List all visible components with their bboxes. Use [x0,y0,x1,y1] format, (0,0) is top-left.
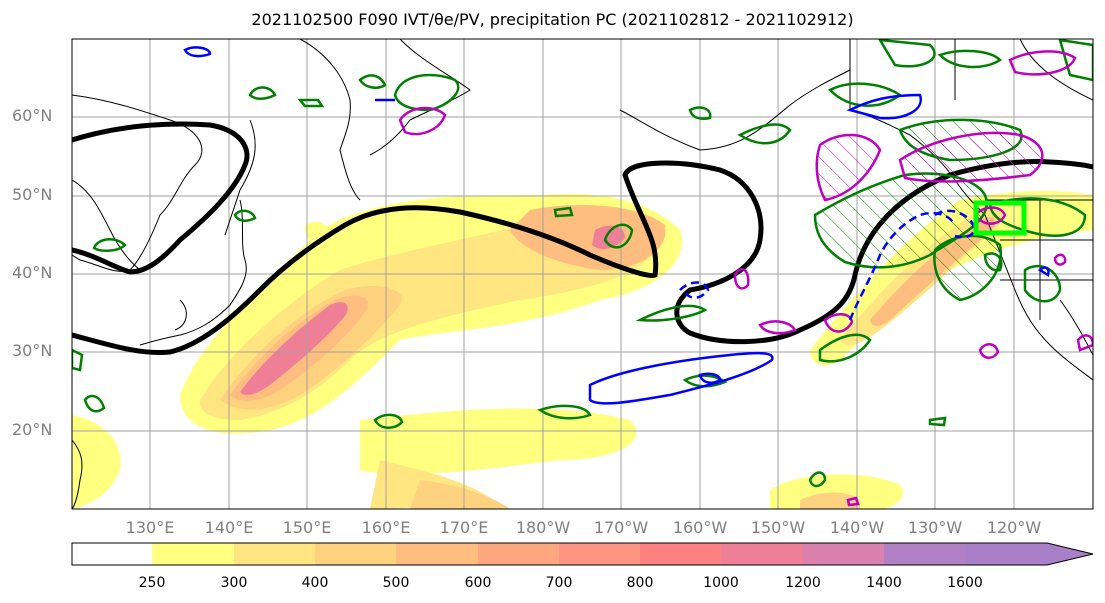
lon-label: 150°E [282,518,332,537]
colorbar-tick: 800 [626,575,654,591]
lon-label: 140°W [829,518,885,537]
cb-seg-4 [396,543,478,565]
cb-seg-0 [72,543,152,565]
colorbar-tick: 600 [464,575,492,591]
cb-extend-arrow [965,543,1093,565]
cb-seg-2 [234,543,315,565]
graticule [72,39,1093,509]
lon-label: 180°W [515,518,571,537]
cb-seg-6 [559,543,640,565]
ivt-se2 [800,492,860,509]
colorbar-tick: 1200 [785,575,821,591]
ivt-band-central [510,205,666,270]
colorbar-tick: 400 [301,575,329,591]
lat-label: 60°N [12,106,53,125]
ivt-core-w [240,302,348,396]
colorbar-tick: 1600 [947,575,983,591]
ivt-core-c [592,225,625,250]
lon-label: 130°W [907,518,963,537]
lat-label: 20°N [12,420,53,439]
lon-label: 150°W [750,518,806,537]
ivt-south3 [410,480,510,509]
cb-seg-10 [884,543,965,565]
ivt-sw [72,415,121,509]
lat-label: 30°N [12,341,53,360]
colorbar-tick: 1000 [703,575,739,591]
figure-title: 2021102500 F090 IVT/θe/PV, precipitation… [251,10,854,29]
pv-blue-contours [183,46,1050,405]
colorbar-tick: 250 [138,575,166,591]
lon-label: 170°E [439,518,489,537]
lon-label: 170°W [593,518,649,537]
cb-outline [71,542,1094,566]
lon-label: 160°E [361,518,411,537]
cb-seg-8 [721,543,803,565]
colorbar-tick: 300 [220,575,248,591]
colorbar-tick: 700 [545,575,573,591]
cb-seg-3 [315,543,396,565]
colorbar-tick: 1400 [866,575,902,591]
cb-seg-7 [640,543,721,565]
cb-seg-5 [478,543,559,565]
map-frame [71,38,1094,510]
ivt-south [360,408,637,475]
lat-label: 40°N [12,263,53,282]
cb-seg-9 [803,543,884,565]
pv-blue-dashed [679,209,976,321]
lat-label: 50°N [12,185,53,204]
precip-magenta-hatch [816,132,1043,200]
region-highlight-box [973,200,1027,236]
lon-label: 160°W [672,518,728,537]
lon-label: 130°E [125,518,175,537]
colorbar [71,542,1094,566]
lon-label: 120°W [986,518,1042,537]
cb-seg-1 [152,543,234,565]
colorbar-tick: 500 [382,575,410,591]
lon-label: 140°E [204,518,254,537]
